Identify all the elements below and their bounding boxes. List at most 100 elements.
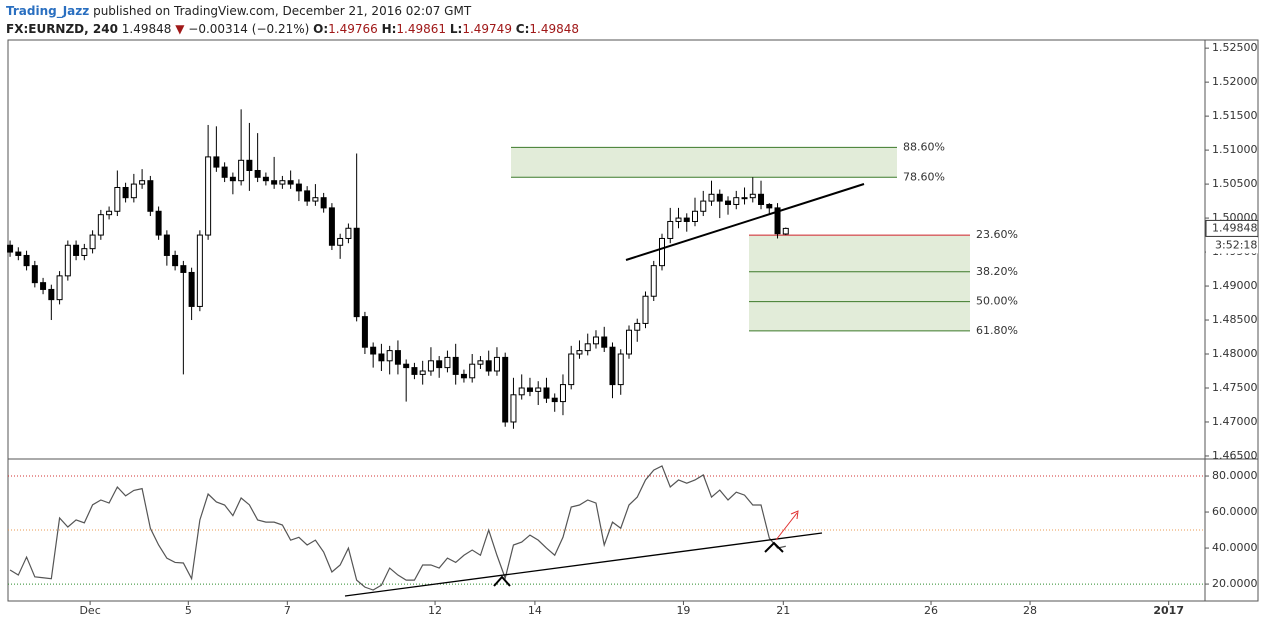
countdown: 3:52:18 (1215, 238, 1257, 251)
candle-body (469, 363, 476, 379)
candle-body (625, 329, 632, 355)
candle-body (188, 271, 195, 307)
caret (493, 575, 511, 587)
candle-body (568, 353, 575, 386)
close-value: 1.49848 (529, 22, 580, 36)
y-tick-label: 1.48000 (1212, 347, 1258, 360)
y-tick-label: 1.52500 (1212, 41, 1258, 54)
y-tick-label: 80.0000 (1212, 469, 1258, 482)
candle-body (675, 217, 682, 222)
candle-body (229, 176, 236, 182)
candle-body (551, 397, 558, 403)
candle-body (196, 234, 203, 307)
candle-body (634, 322, 641, 331)
fib-label: 50.00% (976, 295, 1018, 308)
header: Trading_Jazz published on TradingView.co… (6, 2, 579, 38)
published: published on TradingView.com, December 2… (93, 4, 472, 18)
x-tick-label: 26 (924, 604, 938, 617)
fib-label: 78.60% (903, 170, 945, 183)
price-label-box (1205, 219, 1259, 237)
candle-body (23, 254, 30, 267)
x-tick-label: 2017 (1153, 604, 1184, 617)
candle-body (584, 343, 591, 352)
candle-body (725, 200, 732, 205)
y-tick-label: 1.50500 (1212, 177, 1258, 190)
open-value: 1.49766 (328, 22, 378, 36)
candle-body (172, 254, 179, 267)
high-label: H: (381, 22, 397, 36)
candle-body (502, 356, 509, 423)
fib-zone (511, 147, 897, 178)
candle-body (122, 186, 129, 199)
candle-body (271, 180, 278, 185)
low-value: 1.49749 (462, 22, 512, 36)
candle-body (683, 217, 690, 222)
y-tick-label: 40.0000 (1212, 541, 1258, 554)
candle-body (238, 159, 245, 182)
candle-body (741, 197, 748, 200)
x-tick-label: 7 (284, 604, 291, 617)
candle-body (180, 265, 187, 273)
candle-body (692, 210, 699, 222)
open-label: O: (313, 22, 329, 36)
y-tick-label: 1.51500 (1212, 109, 1258, 122)
candle-body (749, 193, 756, 199)
candle-body (353, 227, 360, 318)
candle-body (452, 356, 459, 375)
candle-body (592, 336, 599, 345)
candle-body (328, 207, 335, 246)
fib-label: 23.60% (976, 228, 1018, 241)
low-label: L: (449, 22, 463, 36)
candle-body (518, 387, 525, 396)
candle-body (361, 316, 368, 348)
candle-body (40, 282, 47, 290)
candle-body (766, 203, 773, 209)
candle-body (147, 180, 154, 212)
candle-body (48, 288, 55, 301)
last-price: 1.49848 (121, 22, 172, 36)
candle-body (427, 360, 434, 372)
user[interactable]: Trading_Jazz (6, 4, 90, 18)
change: −0.00314 (−0.21%) (188, 22, 310, 36)
candle-body (312, 197, 319, 202)
x-tick-label: 5 (185, 604, 192, 617)
x-tick-label: Dec (79, 604, 100, 617)
fib-label: 61.80% (976, 324, 1018, 337)
candle-body (130, 183, 137, 199)
candle-body (394, 350, 401, 365)
price-trendline (625, 183, 865, 261)
candle-body (213, 156, 220, 168)
candle-body (485, 360, 492, 372)
candle-body (609, 346, 616, 386)
header-line-2: FX:EURNZD, 240 1.49848 ▼ −0.00314 (−0.21… (6, 20, 579, 38)
candle-body (658, 237, 665, 267)
y-tick-label: 20.0000 (1212, 577, 1258, 590)
high-value: 1.49861 (396, 22, 447, 36)
candle-body (386, 350, 393, 362)
price-label: 1.49848 (1212, 221, 1258, 234)
x-tick-label: 12 (428, 604, 442, 617)
y-tick-label: 1.47500 (1212, 381, 1258, 394)
y-tick-label: 1.47000 (1212, 415, 1258, 428)
candle-body (403, 363, 410, 369)
candle-body (733, 197, 740, 205)
candle-body (97, 214, 104, 236)
candle-body (650, 265, 657, 297)
candle-body (139, 180, 146, 185)
rsi-line (9, 465, 786, 591)
candle-body (526, 387, 533, 392)
close-label: C: (515, 22, 530, 36)
red-arrow-head (790, 510, 799, 520)
candle-body (262, 176, 269, 182)
rsi-trendline (344, 532, 823, 597)
candle-body (419, 370, 426, 375)
header-line-1: Trading_Jazz published on TradingView.co… (6, 2, 579, 20)
y-tick-label: 1.52000 (1212, 75, 1258, 88)
candle-body (320, 197, 327, 209)
candle-body (700, 200, 707, 212)
y-tick-label: 1.46500 (1212, 449, 1258, 462)
candle-body (31, 265, 38, 284)
candle-body (64, 244, 71, 277)
candle-body (163, 234, 170, 256)
